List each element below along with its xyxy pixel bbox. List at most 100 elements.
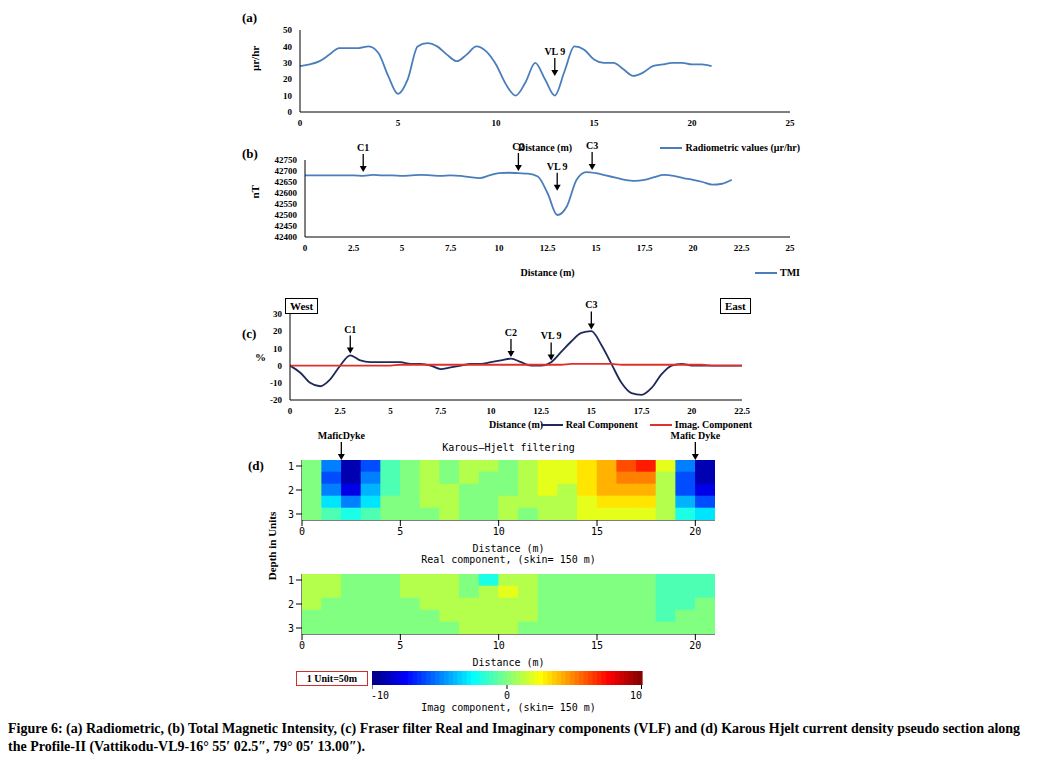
svg-text:10: 10 [283, 91, 293, 101]
svg-text:25: 25 [786, 243, 796, 253]
svg-text:10: 10 [493, 640, 505, 651]
svg-text:2.5: 2.5 [335, 406, 347, 416]
svg-text:12.5: 12.5 [533, 406, 549, 416]
html-text:Karous–Hjelt filtering: Karous–Hjelt filtering [442, 442, 575, 453]
svg-text:20: 20 [689, 243, 699, 253]
html-text:Imag. Component: Imag. Component [674, 419, 752, 430]
svg-text:42400: 42400 [275, 232, 298, 242]
svg-text:15: 15 [587, 406, 597, 416]
svg-text:20: 20 [688, 118, 698, 128]
svg-text:15: 15 [591, 640, 603, 651]
svg-text:5: 5 [388, 406, 393, 416]
html-text:(d): (d) [248, 458, 264, 473]
svg-text:22.5: 22.5 [734, 406, 750, 416]
svg-text:17.5: 17.5 [637, 243, 653, 253]
svg-text:Mafic Dyke: Mafic Dyke [670, 430, 720, 441]
svg-text:3: 3 [288, 623, 294, 634]
svg-text:0: 0 [303, 243, 308, 253]
svg-text:μr/hr: μr/hr [249, 46, 261, 71]
svg-text:42750: 42750 [275, 155, 298, 165]
html-text:Real component, (skin= 150 m): Real component, (skin= 150 m) [421, 554, 596, 565]
svg-text:C1: C1 [357, 142, 369, 153]
svg-text:C2: C2 [505, 327, 517, 338]
html-text:(b): (b) [242, 146, 258, 161]
svg-text:0: 0 [299, 526, 305, 537]
svg-text:3: 3 [288, 509, 294, 520]
svg-text:20: 20 [689, 526, 701, 537]
svg-text:12.5: 12.5 [540, 243, 556, 253]
svg-text:5: 5 [396, 118, 401, 128]
svg-text:40: 40 [283, 42, 293, 52]
svg-text:1: 1 [288, 461, 294, 472]
svg-text:25: 25 [786, 118, 796, 128]
svg-text:Distance (m): Distance (m) [520, 267, 574, 278]
svg-text:20: 20 [687, 406, 697, 416]
svg-text:-10: -10 [372, 690, 389, 701]
svg-text:20: 20 [273, 326, 283, 336]
svg-text:VL 9: VL 9 [544, 46, 565, 57]
html-text:Figure 6: (a) Radiometric, (b): Figure 6: (a) Radiometric, (b) Total Mag… [8, 721, 1021, 754]
svg-text:10: 10 [495, 243, 505, 253]
svg-text:0: 0 [288, 107, 293, 117]
svg-text:42500: 42500 [275, 210, 298, 220]
svg-text:Distance (m): Distance (m) [472, 657, 544, 668]
svg-text:0: 0 [504, 690, 510, 701]
svg-text:1: 1 [288, 575, 294, 586]
svg-text:20: 20 [283, 74, 293, 84]
svg-text:30: 30 [273, 309, 283, 319]
svg-text:2.5: 2.5 [348, 243, 360, 253]
svg-text:2: 2 [288, 485, 294, 496]
svg-text:VL 9: VL 9 [541, 330, 562, 341]
svg-text:5: 5 [397, 526, 403, 537]
svg-text:%: % [255, 351, 266, 363]
svg-text:-20: -20 [270, 395, 282, 405]
svg-text:42650: 42650 [275, 177, 298, 187]
html-text:West: West [290, 300, 314, 312]
svg-text:0: 0 [298, 118, 303, 128]
html-text:Real Component: Real Component [565, 419, 638, 430]
svg-text:50: 50 [283, 25, 293, 35]
html-text:Depth in Units: Depth in Units [266, 511, 278, 581]
svg-text:0: 0 [278, 361, 283, 371]
svg-text:7.5: 7.5 [435, 406, 447, 416]
svg-text:Distance (m): Distance (m) [472, 543, 544, 554]
svg-text:7.5: 7.5 [445, 243, 457, 253]
html-text:(a): (a) [242, 10, 258, 25]
svg-text:20: 20 [689, 640, 701, 651]
svg-text:30: 30 [283, 58, 293, 68]
svg-text:Distance (m): Distance (m) [489, 419, 543, 430]
svg-text:15: 15 [590, 118, 600, 128]
svg-text:42450: 42450 [275, 221, 298, 231]
svg-text:2: 2 [288, 599, 294, 610]
svg-text:17.5: 17.5 [634, 406, 650, 416]
html-text:1 Unit=50m: 1 Unit=50m [306, 673, 358, 684]
svg-text:5: 5 [397, 640, 403, 651]
svg-text:42550: 42550 [275, 199, 298, 209]
svg-text:10: 10 [273, 344, 283, 354]
html-text:East: East [725, 300, 746, 312]
svg-text:-10: -10 [270, 378, 282, 388]
html-text:TMI: TMI [780, 267, 800, 278]
svg-text:MaficDyke: MaficDyke [318, 430, 366, 441]
html-text:(c): (c) [242, 326, 257, 341]
svg-text:C2: C2 [512, 141, 524, 152]
svg-text:42700: 42700 [275, 166, 298, 176]
svg-text:VL 9: VL 9 [547, 161, 568, 172]
svg-text:10: 10 [486, 406, 496, 416]
svg-text:10: 10 [492, 118, 502, 128]
svg-text:0: 0 [288, 406, 293, 416]
svg-text:15: 15 [592, 243, 602, 253]
svg-text:C1: C1 [344, 324, 356, 335]
svg-text:10: 10 [630, 690, 642, 701]
svg-text:C3: C3 [585, 299, 597, 310]
svg-text:5: 5 [400, 243, 405, 253]
svg-text:0: 0 [299, 640, 305, 651]
html-text:Radiometric values (μr/hr): Radiometric values (μr/hr) [685, 142, 800, 153]
svg-text:22.5: 22.5 [734, 243, 750, 253]
svg-text:15: 15 [591, 526, 603, 537]
svg-text:C3: C3 [586, 140, 598, 151]
svg-text:Distance (m): Distance (m) [518, 142, 572, 153]
svg-text:10: 10 [493, 526, 505, 537]
svg-text:42600: 42600 [275, 188, 298, 198]
svg-text:nT: nT [249, 184, 261, 198]
